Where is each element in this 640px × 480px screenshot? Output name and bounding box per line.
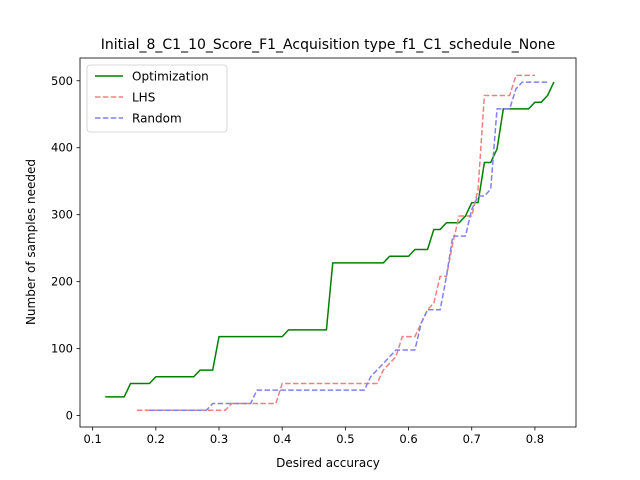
- series-line-random: [149, 81, 548, 412]
- y-tick-label: 0: [66, 409, 73, 423]
- y-tick-label: 500: [51, 74, 73, 88]
- x-tick-label: 0.2: [147, 432, 165, 446]
- y-tick-label: 400: [51, 141, 73, 155]
- legend: Optimization LHS Random: [86, 64, 228, 133]
- series-layer: [105, 74, 555, 412]
- x-axis-label: Desired accuracy: [276, 456, 380, 470]
- series-line-optimization: [105, 81, 555, 398]
- x-tick-label: 0.1: [83, 432, 101, 446]
- legend-label-optimization: Optimization: [132, 70, 209, 84]
- y-axis-label: Number of samples needed: [24, 159, 38, 325]
- plot-frame: [79, 57, 577, 428]
- series-line-lhs: [136, 74, 535, 412]
- x-tick-label: 0.4: [273, 432, 291, 446]
- axes-layer: 0.1 0.2 0.3 0.4 0.5 0.6 0.7 0.8 0 100 200 300 400 500: [51, 57, 577, 446]
- x-tick-label: 0.5: [336, 432, 354, 446]
- y-tick-label: 300: [51, 208, 73, 222]
- legend-label-random: Random: [132, 112, 182, 126]
- x-tick-label: 0.7: [463, 432, 481, 446]
- x-tick-label: 0.8: [526, 432, 544, 446]
- y-tick-label: 100: [51, 342, 73, 356]
- x-tick-label: 0.3: [210, 432, 228, 446]
- legend-box: [86, 64, 228, 133]
- chart-title: Initial_8_C1_10_Score_F1_Acquisition typ…: [101, 37, 556, 53]
- x-tick-label: 0.6: [399, 432, 417, 446]
- y-tick-label: 200: [51, 275, 73, 289]
- legend-label-lhs: LHS: [132, 91, 155, 105]
